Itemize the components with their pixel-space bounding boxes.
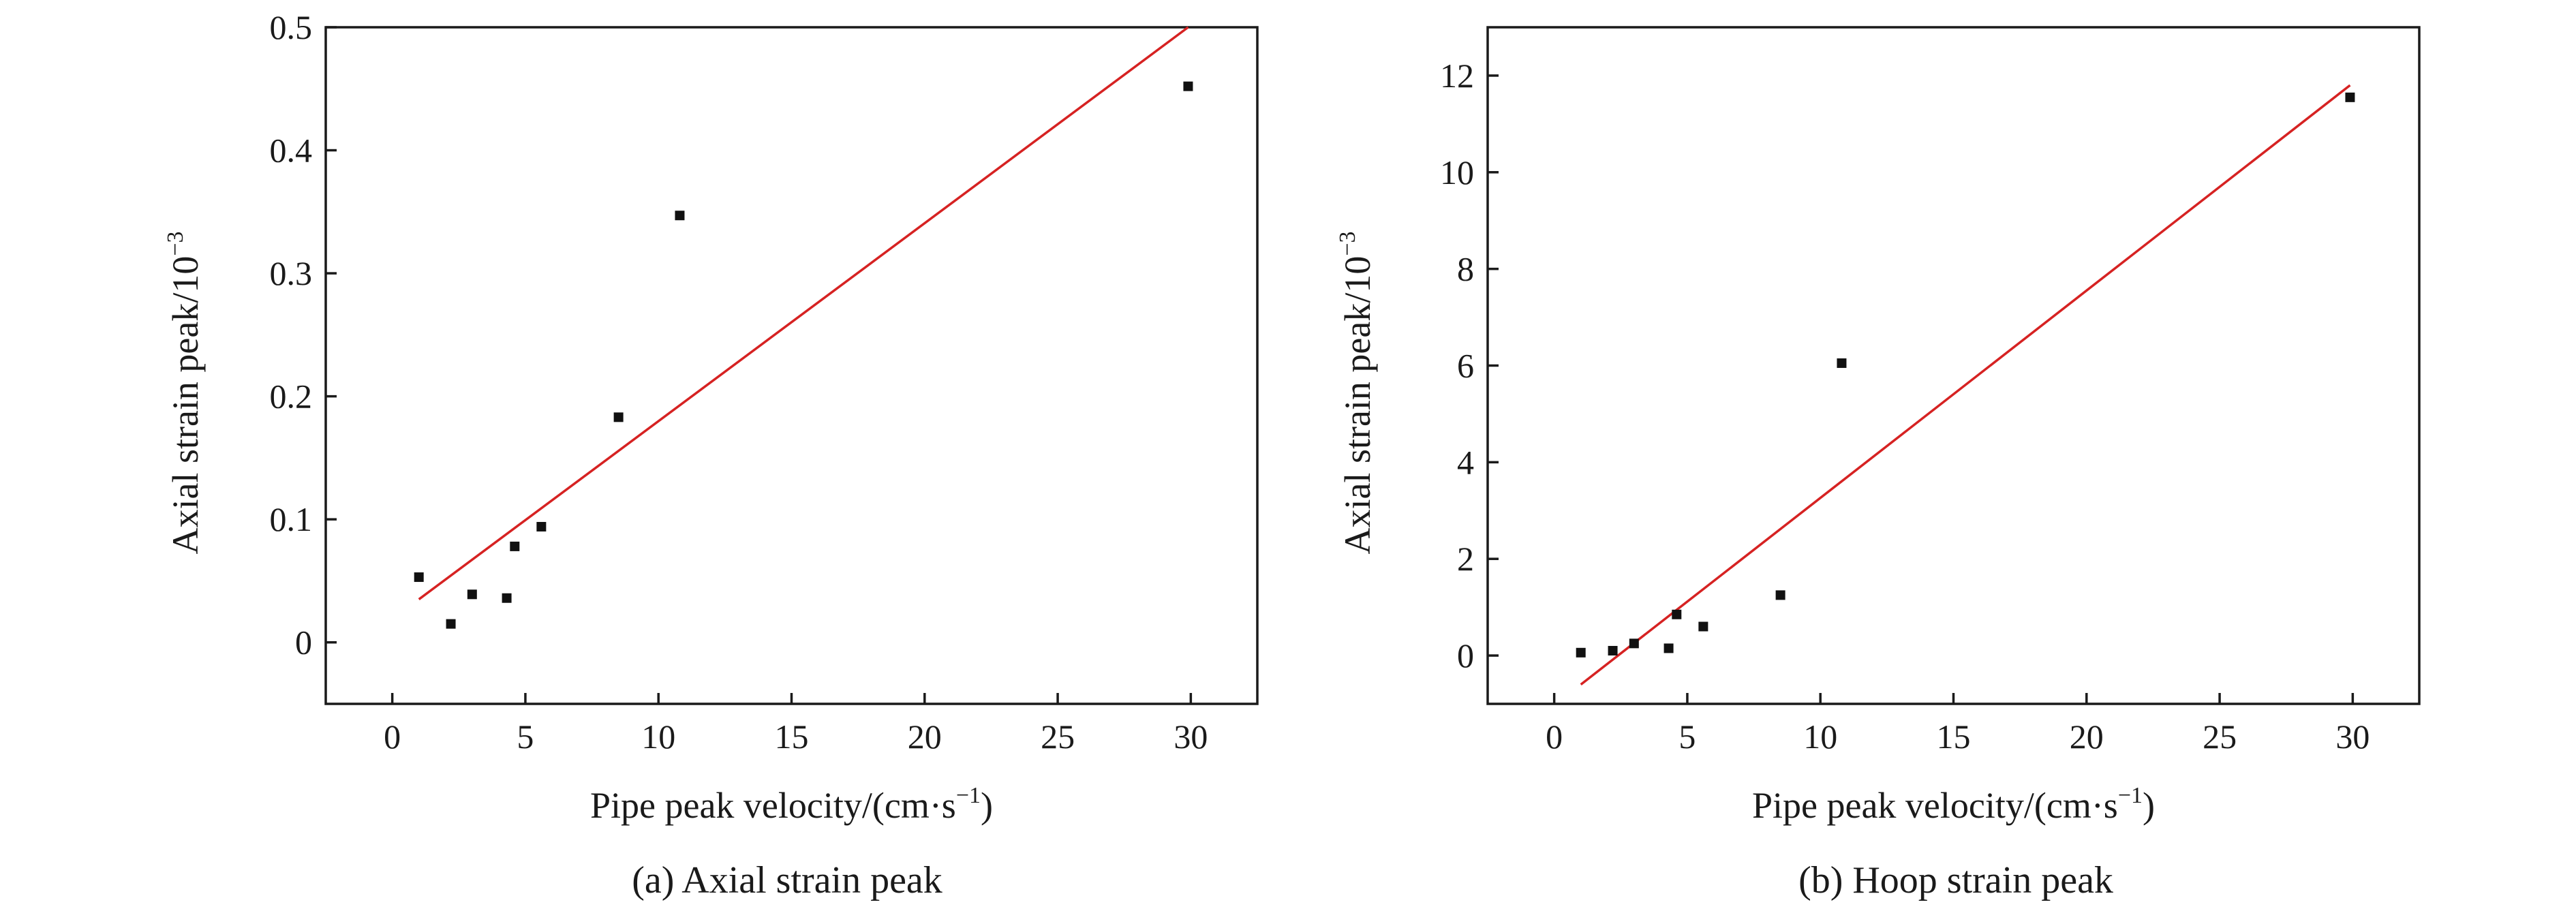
- y-tick-label: 8: [1457, 250, 1474, 288]
- panel-axial-strain: 0 5 10 15 20 25 30 0 0.1 0.2 0.3 0.4 0.5 Pipe peak ve…: [163, 8, 1259, 901]
- y-tick-label: 0: [295, 623, 312, 662]
- data-point: [510, 541, 520, 551]
- plot-frame: [1486, 26, 2421, 705]
- y-tick-label: 4: [1457, 443, 1474, 481]
- x-tick-label: 30: [2335, 717, 2370, 756]
- x-tick-label: 15: [1937, 717, 1971, 756]
- x-axis-label: Pipe peak velocity/(cm·s−1): [590, 783, 993, 826]
- x-tick-label: 10: [1803, 717, 1837, 756]
- data-point: [2345, 92, 2355, 102]
- data-point: [1775, 590, 1785, 600]
- panel-hoop-strain: 0 5 10 15 20 25 30 0 2 4 6 8 10 12 Pipe peak velocity/…: [1335, 26, 2421, 901]
- x-tick-label: 30: [1174, 717, 1208, 756]
- y-tick-label: 0: [1457, 636, 1474, 675]
- data-point: [1183, 81, 1193, 91]
- data-point: [467, 589, 477, 600]
- data-point: [1576, 647, 1586, 658]
- data-point: [1629, 638, 1639, 649]
- y-axis-label: Axial strain peak/10−3: [1335, 231, 1378, 554]
- y-tick-label: 0.1: [270, 500, 313, 538]
- data-point: [613, 412, 624, 422]
- x-tick-label: 0: [1546, 717, 1563, 756]
- y-tick-label: 2: [1457, 540, 1474, 578]
- panel-caption: (b) Hoop strain peak: [1798, 859, 2113, 901]
- x-tick-label: 25: [2203, 717, 2237, 756]
- x-tick-label: 15: [775, 717, 809, 756]
- x-tick-label: 20: [2070, 717, 2104, 756]
- y-tick-label: 12: [1440, 57, 1474, 95]
- x-tick-label: 20: [908, 717, 942, 756]
- y-tick-label: 0.4: [270, 132, 313, 170]
- y-tick-label: 0.2: [270, 377, 313, 416]
- fit-line: [418, 26, 1189, 600]
- plot-frame: [324, 26, 1259, 705]
- x-tick-label: 0: [384, 717, 401, 756]
- data-point: [414, 572, 424, 583]
- x-axis-label: Pipe peak velocity/(cm·s−1): [1752, 783, 2155, 826]
- x-tick-label: 25: [1041, 717, 1075, 756]
- data-point: [502, 593, 512, 603]
- panel-caption: (a) Axial strain peak: [632, 859, 942, 901]
- x-tick-label: 5: [1678, 717, 1696, 756]
- y-axis-label: Axial strain peak/10−3: [163, 231, 206, 554]
- fit-line: [1580, 84, 2351, 686]
- y-tick-label: 0.3: [270, 254, 313, 292]
- data-point: [1608, 645, 1618, 655]
- x-tick-label: 5: [517, 717, 534, 756]
- data-point: [1663, 643, 1674, 653]
- y-tick-label: 0.5: [270, 8, 313, 46]
- data-point: [446, 619, 456, 629]
- data-point: [1672, 609, 1682, 619]
- data-point: [1837, 358, 1847, 368]
- y-tick-label: 6: [1457, 347, 1474, 385]
- data-point: [1698, 621, 1708, 632]
- y-tick-label: 10: [1440, 153, 1474, 191]
- data-point: [536, 522, 547, 532]
- data-point: [675, 211, 685, 221]
- x-tick-label: 10: [641, 717, 675, 756]
